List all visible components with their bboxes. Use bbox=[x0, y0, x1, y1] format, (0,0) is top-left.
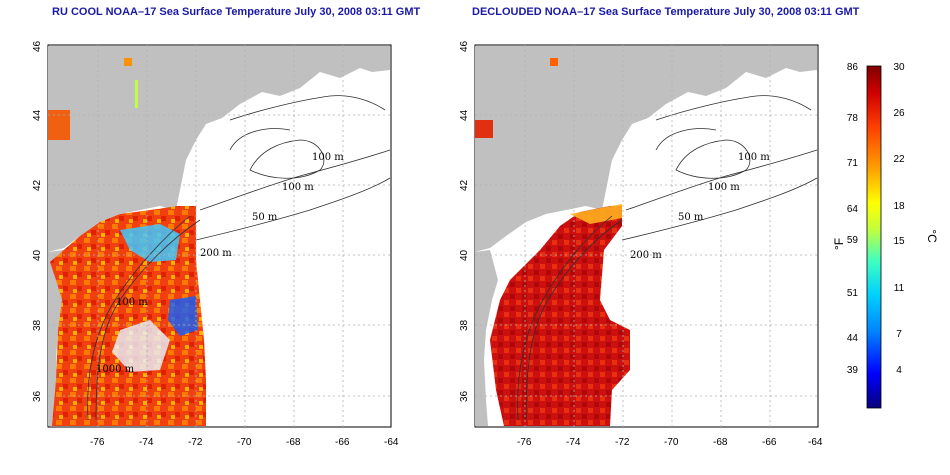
x-tick-label: -70 bbox=[664, 437, 679, 448]
y-tick-label: 44 bbox=[32, 109, 43, 121]
x-tick-label: -72 bbox=[188, 437, 203, 448]
y-tick-label: 46 bbox=[32, 40, 43, 52]
y-tick-label: 46 bbox=[459, 40, 470, 52]
left-cool-patch-2 bbox=[168, 296, 198, 336]
right-contour-label: 50 m bbox=[678, 212, 704, 223]
left-panel-title: RU COOL NOAA–17 Sea Surface Temperature … bbox=[52, 6, 421, 18]
celsius-tick: 18 bbox=[893, 201, 905, 212]
right-grid bbox=[475, 45, 818, 427]
celsius-tick: 11 bbox=[894, 283, 905, 294]
x-tick-label: -64 bbox=[808, 437, 823, 448]
right-panel-title: DECLOUDED NOAA–17 Sea Surface Temperatur… bbox=[472, 6, 860, 18]
x-tick-label: -66 bbox=[335, 437, 350, 448]
left-patch-top bbox=[124, 58, 132, 66]
x-tick-label: -76 bbox=[90, 437, 105, 448]
x-tick-label: -64 bbox=[384, 437, 399, 448]
right-contour-label: 100 m bbox=[738, 152, 770, 163]
y-tick-label: 38 bbox=[459, 319, 470, 331]
x-tick-label: -72 bbox=[615, 437, 630, 448]
left-grid bbox=[48, 45, 391, 427]
left-contour-label: 100 m bbox=[312, 152, 344, 163]
left-patch-streak bbox=[135, 80, 138, 108]
right-contour-label: 100 m bbox=[708, 182, 740, 193]
right-warm-band bbox=[570, 204, 622, 224]
left-cool-patch bbox=[120, 224, 180, 262]
y-tick-label: 40 bbox=[32, 249, 43, 261]
celsius-tick: 22 bbox=[893, 154, 905, 165]
left-sst-data bbox=[50, 206, 206, 426]
left-patch-nw bbox=[48, 110, 70, 140]
x-tick-label: -74 bbox=[566, 437, 581, 448]
right-patch-top bbox=[550, 58, 558, 66]
left-contour-label: 200 m bbox=[200, 248, 232, 259]
y-tick-label: 36 bbox=[459, 390, 470, 402]
x-tick-label: -66 bbox=[762, 437, 777, 448]
colorbar: 86 78 71 64 59 51 44 39 30 26 22 18 15 1… bbox=[832, 62, 939, 409]
y-tick-label: 42 bbox=[459, 179, 470, 191]
fahrenheit-unit-label: °F bbox=[832, 238, 846, 250]
colorbar-fahrenheit-ticks: 86 78 71 64 59 51 44 39 bbox=[847, 62, 859, 376]
y-tick-label: 40 bbox=[459, 249, 470, 261]
fahrenheit-tick: 71 bbox=[847, 158, 859, 169]
x-tick-label: -70 bbox=[237, 437, 252, 448]
left-contours bbox=[87, 95, 391, 421]
left-contour-label: 1000 m bbox=[96, 364, 135, 375]
right-contours bbox=[517, 95, 818, 421]
left-map: 100 m 100 m 50 m 200 m 100 m 1000 m -76 … bbox=[32, 40, 399, 448]
y-tick-label: 42 bbox=[32, 179, 43, 191]
right-land-north bbox=[475, 46, 817, 252]
y-tick-label: 38 bbox=[32, 319, 43, 331]
fahrenheit-tick: 59 bbox=[847, 235, 859, 246]
celsius-tick: 4 bbox=[896, 365, 902, 376]
colorbar-celsius-ticks: 30 26 22 18 15 11 7 4 bbox=[893, 62, 905, 376]
fahrenheit-tick: 78 bbox=[847, 113, 859, 124]
right-x-axis: -76 -74 -72 -70 -68 -66 -64 bbox=[517, 437, 823, 448]
right-contour-label: 200 m bbox=[630, 250, 662, 261]
left-contour-label: 50 m bbox=[252, 212, 278, 223]
right-land-south bbox=[475, 250, 498, 426]
celsius-tick: 26 bbox=[893, 108, 905, 119]
fahrenheit-tick: 51 bbox=[847, 288, 859, 299]
y-tick-label: 44 bbox=[459, 109, 470, 121]
fahrenheit-tick: 64 bbox=[847, 204, 859, 215]
colorbar-gradient bbox=[866, 65, 882, 409]
left-contour-label: 100 m bbox=[116, 297, 148, 308]
x-tick-label: -68 bbox=[713, 437, 728, 448]
fahrenheit-tick: 86 bbox=[847, 62, 859, 73]
right-y-axis: 36 38 40 42 44 46 bbox=[459, 40, 470, 402]
fahrenheit-tick: 44 bbox=[847, 333, 859, 344]
celsius-tick: 15 bbox=[893, 236, 905, 247]
left-contour-label: 100 m bbox=[282, 182, 314, 193]
celsius-tick: 30 bbox=[893, 62, 905, 73]
left-land-north bbox=[48, 46, 390, 252]
right-patch-nw bbox=[475, 120, 493, 138]
x-tick-label: -68 bbox=[286, 437, 301, 448]
x-tick-label: -76 bbox=[517, 437, 532, 448]
right-map: 100 m 100 m 50 m 200 m -76 -74 -72 -70 -… bbox=[459, 40, 823, 448]
celsius-unit-label: °C bbox=[925, 229, 939, 243]
x-tick-label: -74 bbox=[139, 437, 154, 448]
left-y-axis: 36 38 40 42 44 46 bbox=[32, 40, 43, 402]
fahrenheit-tick: 39 bbox=[847, 365, 859, 376]
left-cloud-patch bbox=[112, 320, 170, 372]
celsius-tick: 7 bbox=[896, 329, 902, 340]
y-tick-label: 36 bbox=[32, 390, 43, 402]
left-x-axis: -76 -74 -72 -70 -68 -66 -64 bbox=[90, 437, 399, 448]
